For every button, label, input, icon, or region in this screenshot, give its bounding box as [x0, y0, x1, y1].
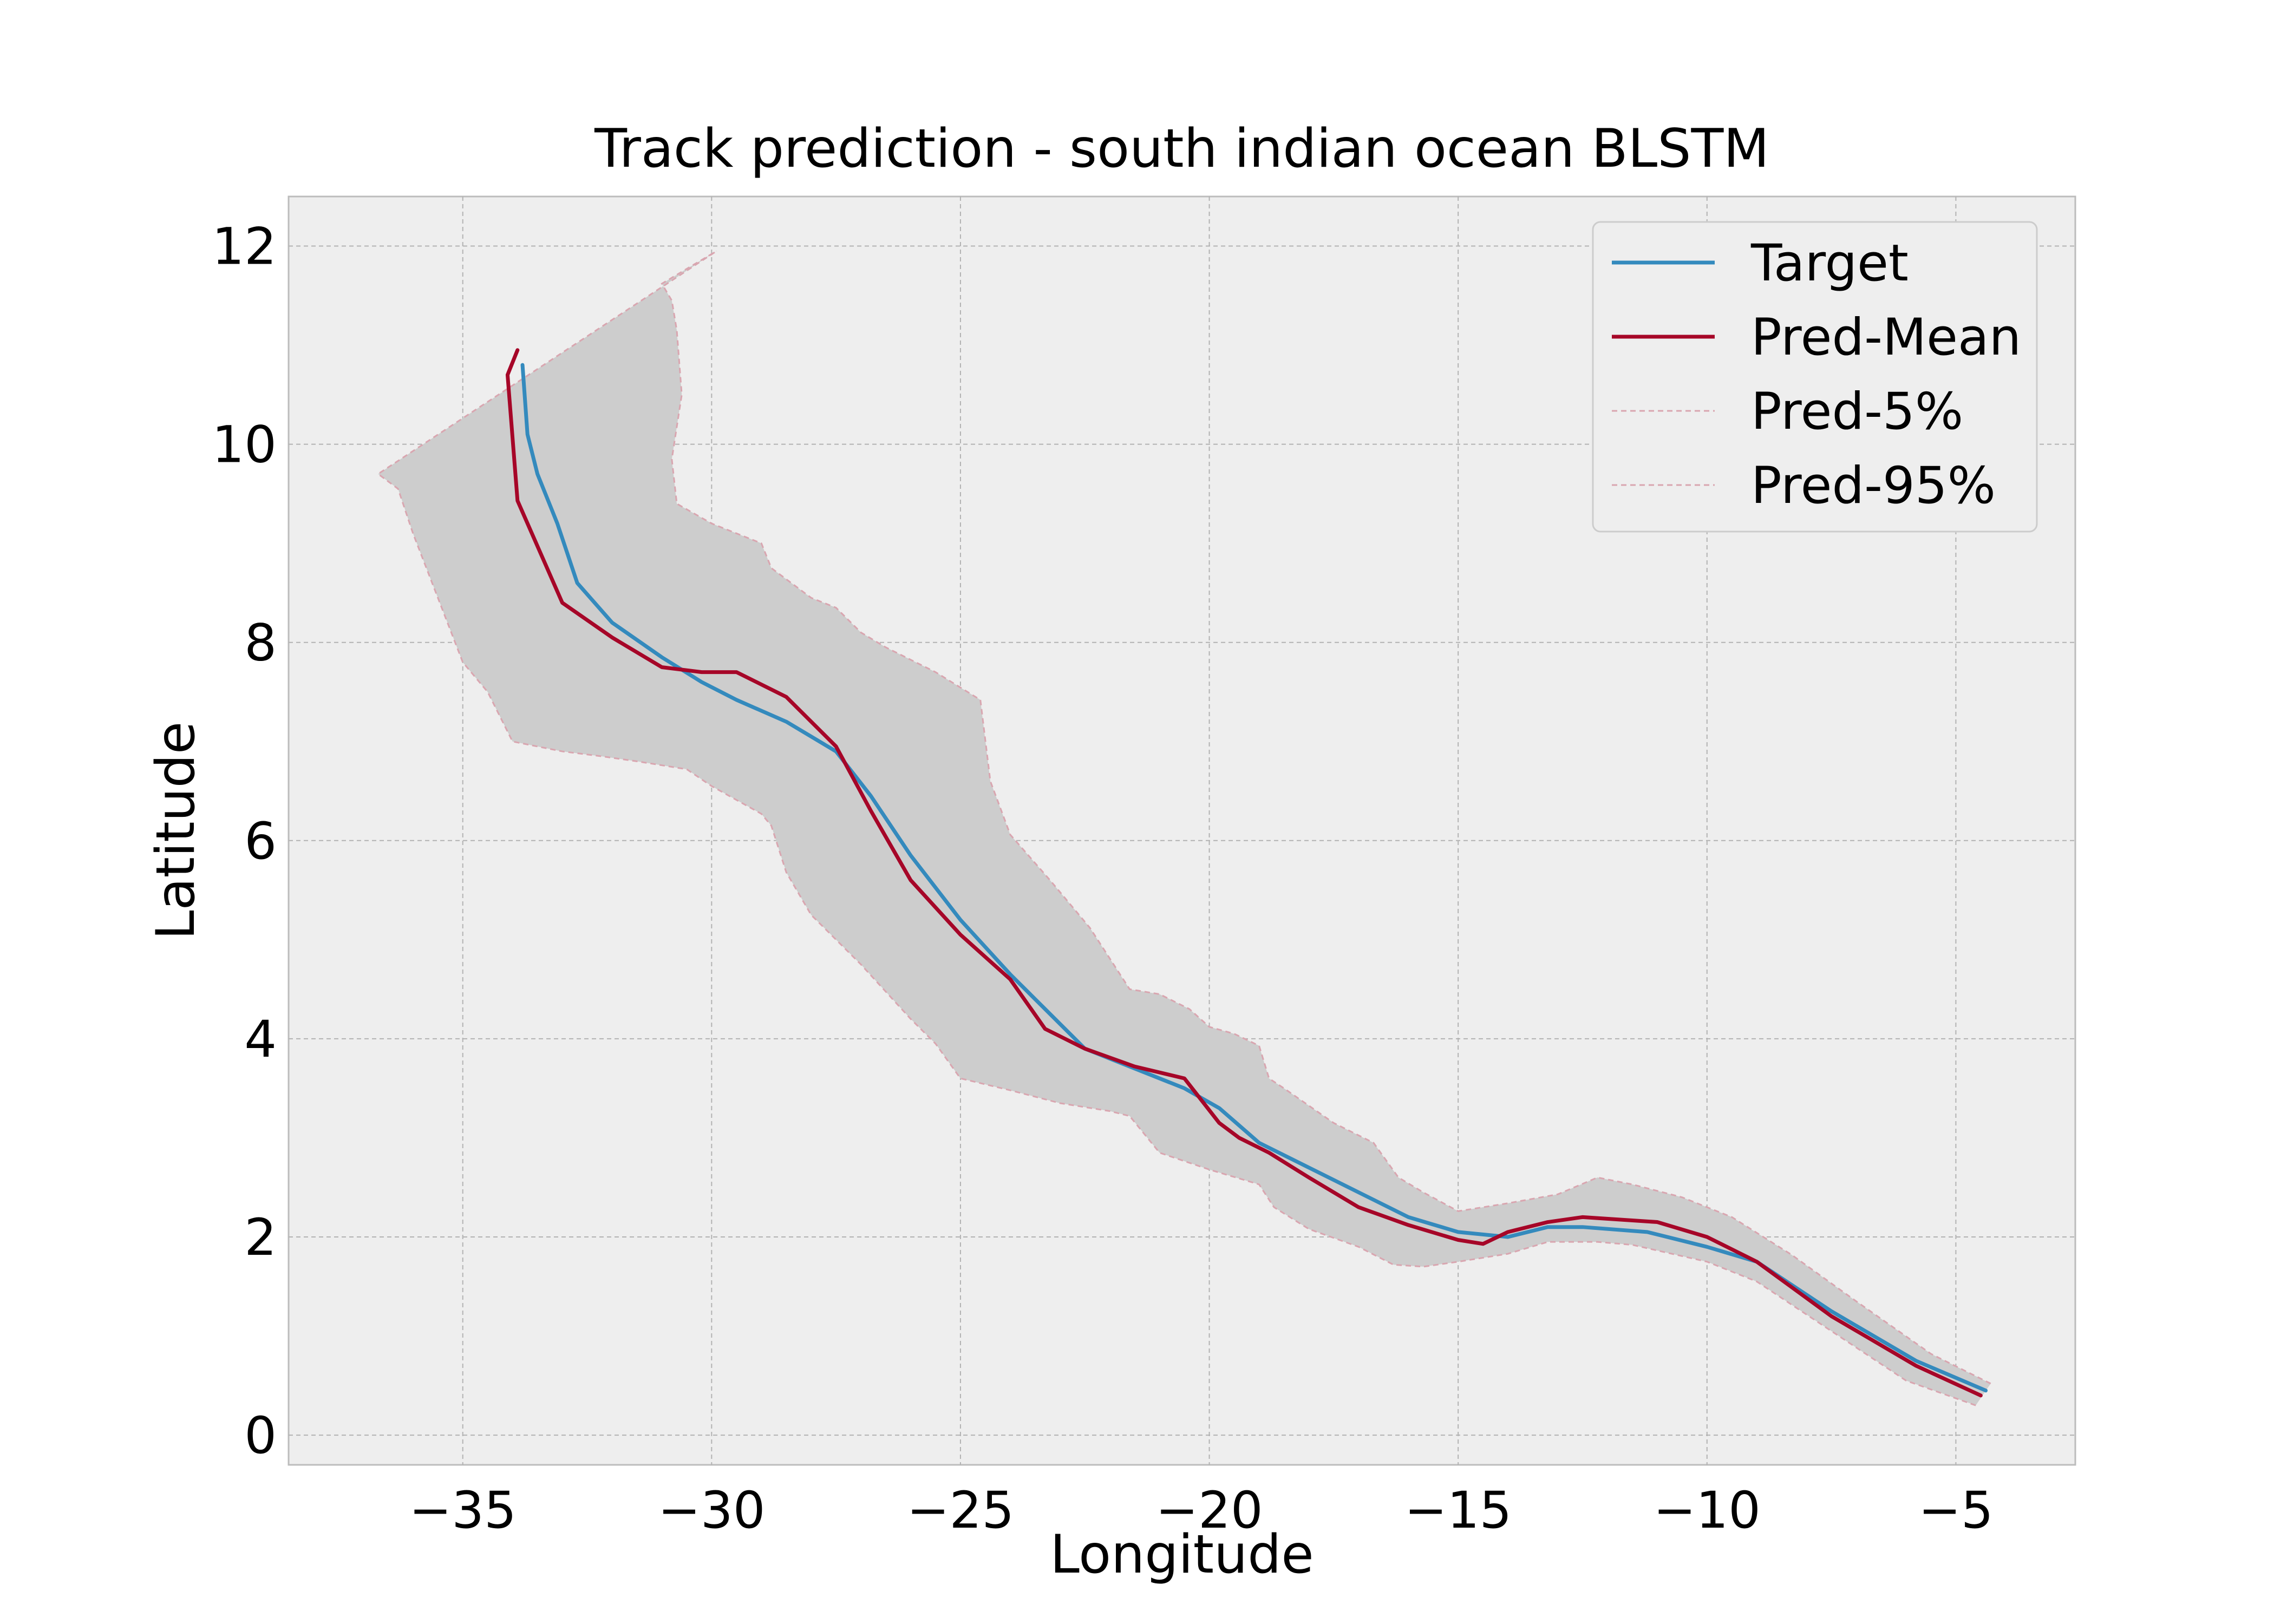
x-tick-label: −10: [1654, 1481, 1761, 1540]
y-tick-label: 0: [244, 1406, 277, 1465]
legend-label-pred-5: Pred-5%: [1751, 382, 1963, 441]
series-line-pred-mean: [505, 348, 1983, 1398]
y-axis-ticks: 0 2 4 6 8 10 12: [212, 218, 277, 1466]
legend: Target Pred-Mean Pred-5% Pred-95%: [1592, 221, 2038, 533]
series-line-pred-95: [376, 250, 1976, 1406]
x-tick-label: −35: [409, 1481, 517, 1540]
band-fill: [378, 251, 1991, 1406]
y-axis-label: Latitude: [145, 722, 207, 940]
legend-label-pred-mean: Pred-Mean: [1751, 308, 2021, 367]
y-tick-label: 10: [212, 416, 277, 475]
legend-box: [1592, 221, 2038, 533]
x-axis-ticks: −35 −30 −25 −20 −15 −10 −5: [409, 1481, 1994, 1540]
x-tick-label: −25: [907, 1481, 1014, 1540]
x-tick-label: −5: [1918, 1481, 1994, 1540]
x-tick-label: −20: [1155, 1481, 1263, 1540]
series-lines: [505, 348, 1988, 1398]
x-axis-label: Longitude: [1050, 1524, 1314, 1586]
x-tick-label: −15: [1404, 1481, 1512, 1540]
x-tick-label: −30: [658, 1481, 765, 1540]
series-line-pred-5: [661, 250, 1991, 1385]
chart-title: Track prediction - south indian ocean BL…: [594, 118, 1769, 180]
y-tick-label: 12: [212, 218, 277, 277]
y-tick-label: 6: [244, 812, 277, 871]
y-tick-label: 8: [244, 614, 277, 673]
y-tick-label: 4: [244, 1010, 277, 1069]
legend-label-pred-95: Pred-95%: [1751, 456, 1996, 515]
legend-label-target: Target: [1750, 234, 1909, 293]
confidence-band: [376, 250, 1991, 1406]
y-tick-label: 2: [244, 1208, 277, 1267]
